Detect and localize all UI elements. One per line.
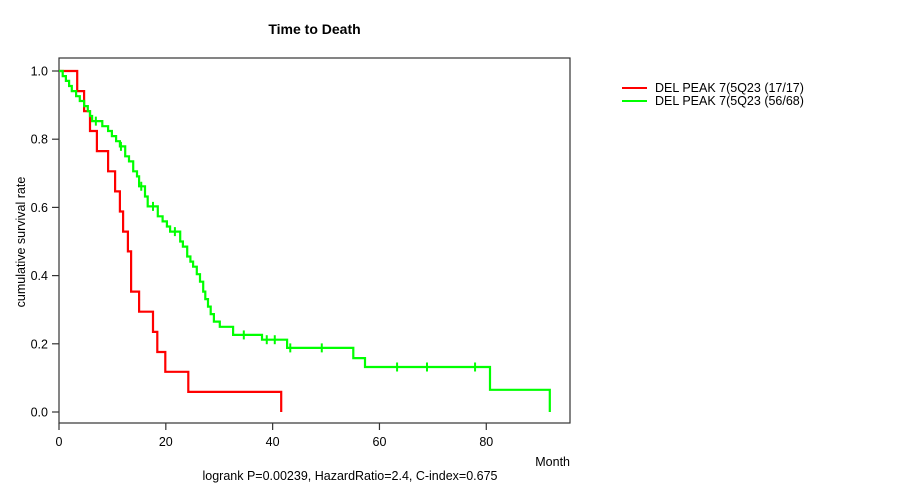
plot-border [58, 57, 571, 424]
legend-item-green: DEL PEAK 7(5Q23 (56/68) [622, 93, 804, 108]
stats-footer: logrank P=0.00239, HazardRatio=2.4, C-in… [202, 469, 498, 483]
x-tick-label: 20 [159, 435, 173, 449]
x-tick-label: 80 [479, 435, 493, 449]
legend-label-red: DEL PEAK 7(5Q23 (17/17) [655, 80, 804, 95]
legend-item-red: DEL PEAK 7(5Q23 (17/17) [622, 80, 804, 95]
survival-curve-1 [59, 69, 551, 412]
y-tick-label: 0.8 [31, 133, 48, 147]
legend-line-red-icon [622, 86, 647, 89]
legend: DEL PEAK 7(5Q23 (17/17) DEL PEAK 7(5Q23 … [622, 80, 804, 108]
survival-curve-0 [59, 69, 283, 412]
x-tick-label: 60 [373, 435, 387, 449]
chart-title: Time to Death [268, 21, 361, 37]
legend-line-green-icon [622, 99, 647, 102]
x-tick-label: 40 [266, 435, 280, 449]
x-axis-label: Month [535, 455, 570, 469]
y-axis-label: cumulative survival rate [14, 176, 28, 308]
y-tick-label: 0.6 [31, 201, 48, 215]
y-tick-label: 0.4 [31, 269, 48, 283]
y-tick-label: 0.0 [31, 406, 48, 420]
y-tick-label: 1.0 [31, 65, 48, 79]
x-tick-label: 0 [56, 435, 63, 449]
legend-label-green: DEL PEAK 7(5Q23 (56/68) [655, 93, 804, 108]
y-tick-label: 0.2 [31, 337, 48, 351]
